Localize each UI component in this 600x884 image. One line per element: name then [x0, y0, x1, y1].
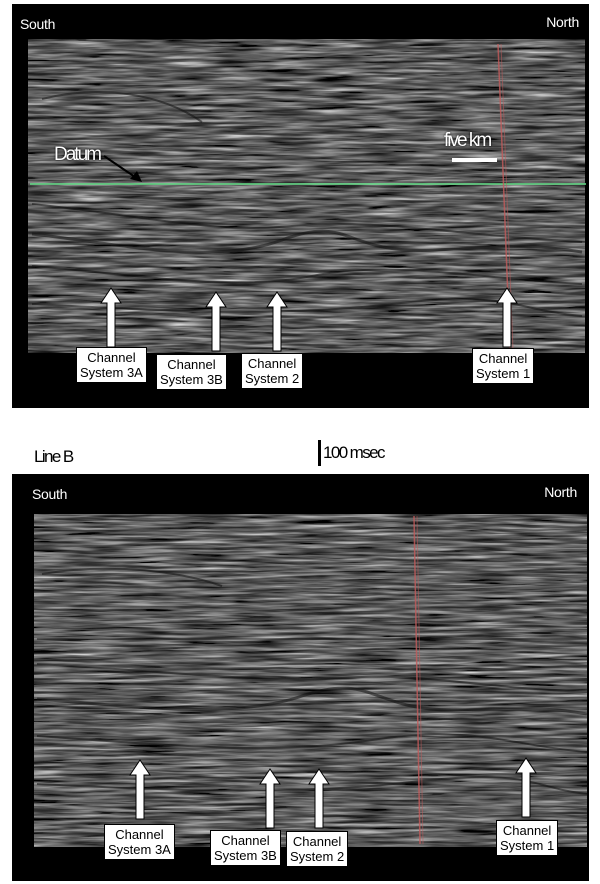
datum-pointer-head: [130, 171, 142, 182]
channel-label-line1: Channel: [502, 823, 552, 838]
arrow-up-icon: [515, 757, 537, 818]
arrow-up-icon: [259, 768, 281, 829]
arrow-up-icon: [129, 759, 151, 820]
time-scale-bar: [318, 440, 321, 466]
channel-label-line2: System 1: [500, 838, 555, 853]
channel-label-line2: System 1: [476, 366, 531, 381]
channel-label-line1: Channel: [167, 357, 216, 372]
channel-label-line2: System 3B: [160, 372, 223, 387]
channel-label-3b: Channel System 3B: [156, 354, 227, 390]
channel-label-line2: System 3B: [214, 848, 277, 863]
fault-trace-b: [413, 515, 421, 845]
channel-label-3a: Channel System 3A: [76, 347, 147, 383]
channel-label-line1: Channel: [87, 350, 136, 365]
time-scale-label: 100 msec: [323, 443, 386, 462]
datum-pointer: [103, 155, 139, 180]
reflectors-a: [31, 91, 583, 317]
scale-label: five km: [444, 130, 492, 151]
arrow-up-icon: [100, 287, 122, 348]
channel-label-line1: Channel: [221, 833, 270, 848]
channel-label-line2: System 3A: [80, 365, 143, 380]
line-b-label: Line B: [34, 447, 74, 466]
channel-label-line1: Channel: [115, 827, 164, 842]
seismic-panel-b: South North Channel System 3A Channel Sy…: [12, 474, 589, 881]
arrow-up-icon: [308, 768, 330, 829]
seismic-image-b: [34, 514, 588, 847]
fault-trace-b-2: [416, 515, 424, 845]
datum-label: Datum: [54, 144, 102, 165]
channel-label-2: Channel System 2: [241, 353, 304, 389]
seismic-image-a: [28, 39, 586, 353]
channel-label-3b: Channel System 3B: [210, 830, 281, 866]
channel-label-line2: System 2: [290, 849, 345, 864]
arrow-up-icon: [496, 287, 518, 348]
channel-label-line1: Channel: [292, 834, 342, 849]
channel-label-3a: Channel System 3A: [104, 824, 175, 860]
arrow-up-icon: [205, 291, 227, 352]
north-label: North: [544, 484, 577, 500]
south-label: South: [32, 486, 68, 502]
channel-label-2: Channel System 2: [286, 831, 349, 867]
north-label: North: [546, 14, 579, 30]
channel-label-line2: System 2: [245, 371, 300, 386]
channel-label-1: Channel System 1: [496, 820, 559, 856]
channel-label-line1: Channel: [478, 351, 528, 366]
arrow-up-icon: [266, 291, 288, 352]
south-label: South: [20, 16, 56, 32]
channel-label-1: Channel System 1: [472, 348, 535, 384]
seismic-panel-a: South North Datum five km Channel System…: [12, 4, 589, 408]
channel-label-line1: Channel: [247, 356, 297, 371]
channel-label-line2: System 3A: [108, 842, 171, 857]
